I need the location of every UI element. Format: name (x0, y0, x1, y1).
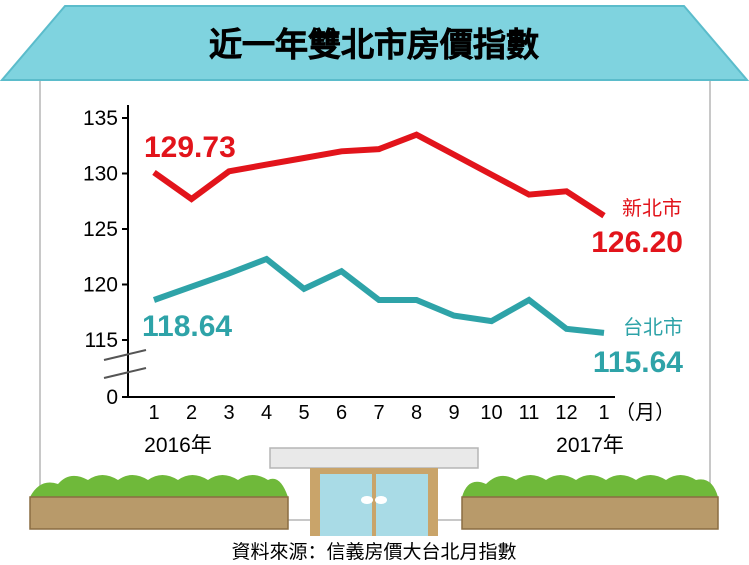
end-value-label: 115.64 (593, 346, 683, 379)
x-tick-label: 1 (598, 402, 609, 424)
x-ticks: 1 2 3 4 5 6 7 8 9 10 11 12 1 (148, 402, 609, 424)
start-value-label: 129.73 (144, 131, 236, 164)
roof (0, 5, 749, 81)
source-note: 資料來源：信義房價大台北月指數 (231, 541, 516, 563)
x-unit-label: （月） (615, 401, 675, 424)
y-ticks: 135 130 125 120 115 0 (83, 107, 128, 409)
y-tick-label: 0 (106, 386, 118, 409)
x-tick-label: 8 (411, 402, 422, 424)
x-tick-label: 3 (223, 402, 234, 424)
series-name-label: 台北市 (623, 315, 683, 339)
start-value-label: 118.64 (142, 310, 232, 343)
y-tick-label: 135 (83, 107, 118, 130)
end-value-label: 126.20 (591, 226, 683, 259)
y-tick-label: 115 (85, 329, 118, 352)
right-planter (461, 475, 719, 530)
x-tick-label: 12 (555, 402, 577, 424)
y-tick-label: 130 (83, 163, 118, 186)
year-label-2016: 2016年 (144, 434, 212, 457)
chart-title: 近一年雙北市房價指數 (209, 25, 539, 64)
left-planter (29, 475, 289, 530)
x-tick-label: 1 (148, 402, 159, 424)
x-tick-label: 7 (373, 402, 384, 424)
x-tick-label: 9 (448, 402, 459, 424)
hedge-right (462, 475, 718, 497)
series-1: 118.64 115.64 台北市 (142, 255, 683, 379)
y-tick-label: 125 (83, 218, 118, 241)
hedge-left (30, 475, 288, 497)
axis-break (103, 349, 147, 379)
series-0: 129.73 126.20 新北市 (144, 131, 683, 259)
x-tick-label: 5 (298, 402, 309, 424)
building-entrance (269, 447, 479, 536)
house-wall (39, 59, 711, 521)
year-label-2017: 2017年 (556, 434, 624, 457)
x-tick-label: 6 (336, 402, 347, 424)
x-tick-label: 2 (186, 402, 197, 424)
x-tick-label: 10 (480, 402, 502, 424)
y-tick-label: 120 (83, 274, 118, 297)
x-tick-label: 11 (519, 402, 540, 424)
series-layer: 129.73 126.20 新北市 118.64 115.64 台北市 (142, 131, 683, 379)
x-tick-label: 4 (261, 402, 272, 424)
series-name-label: 新北市 (622, 196, 682, 220)
